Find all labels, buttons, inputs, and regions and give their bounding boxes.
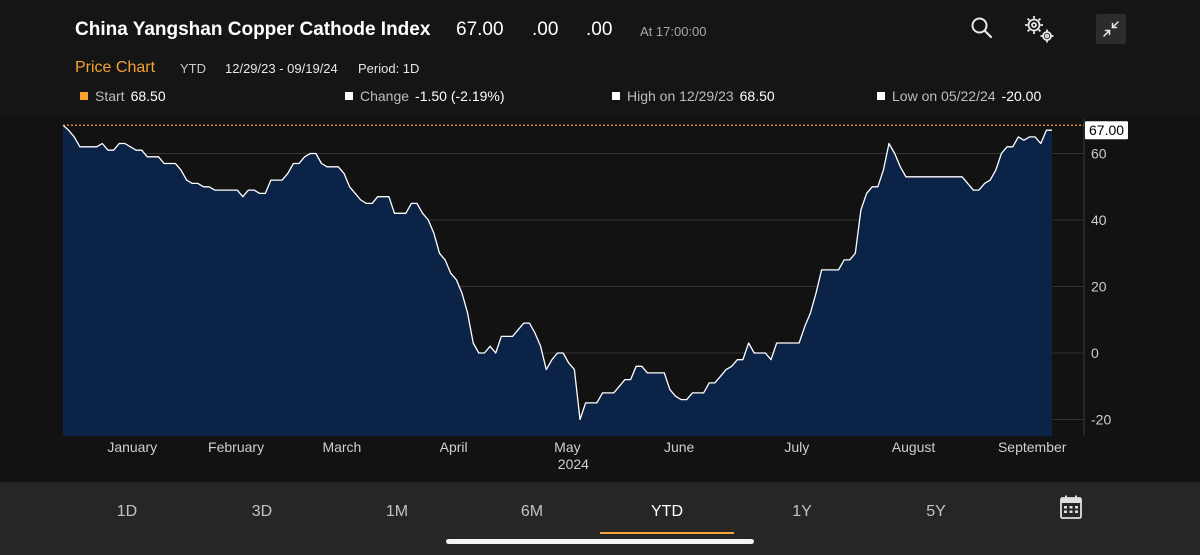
chart-subheader: Price Chart YTD 12/29/23 - 09/19/24 Peri…: [0, 58, 1200, 118]
net-change: .00: [532, 19, 559, 40]
last-value-label: 67.00: [1089, 122, 1124, 138]
stat-change-value: -1.50 (-2.19%): [415, 88, 505, 104]
x-month-label: March: [322, 439, 361, 455]
stat-start-label: Start: [95, 88, 125, 104]
stat-start-value: 68.50: [130, 88, 166, 104]
tab-3d[interactable]: 3D: [251, 503, 273, 520]
y-tick-label: 0: [1091, 345, 1099, 361]
percent-change: .00: [586, 19, 613, 40]
last-price: 67.00: [456, 19, 504, 40]
calendar-icon[interactable]: [1060, 495, 1082, 519]
change-legend-marker: [345, 92, 353, 100]
price-chart[interactable]: 60 40 20 0 -20 67.00 January February March April…: [0, 118, 1200, 482]
y-tick-label: 40: [1091, 212, 1107, 228]
x-month-label: April: [440, 439, 468, 455]
last-value-box: [1085, 121, 1128, 140]
tab-6m[interactable]: 6M: [520, 503, 544, 520]
date-range: 12/29/23 - 09/19/24: [225, 61, 338, 76]
tab-1y[interactable]: 1Y: [792, 503, 812, 520]
price-chart-svg[interactable]: 60 40 20 0 -20 67.00 January February March April…: [0, 118, 1200, 482]
price-area-fill: [63, 125, 1052, 436]
range-label: YTD: [180, 61, 206, 76]
stat-low-label: Low on 05/22/24: [892, 88, 996, 104]
x-month-label: September: [998, 439, 1067, 455]
stat-change: Change -1.50 (-2.19%): [345, 88, 505, 104]
tab-ytd[interactable]: YTD: [600, 496, 734, 534]
start-legend-marker: [80, 92, 88, 100]
high-legend-marker: [612, 92, 620, 100]
header-bar: China Yangshan Copper Cathode Index 67.0…: [0, 0, 1200, 58]
y-tick-label: 60: [1091, 146, 1107, 162]
x-month-label: June: [664, 439, 695, 455]
x-month-label: August: [892, 439, 936, 455]
gear-icon[interactable]: [1022, 14, 1056, 44]
as-of-time: At 17:00:00: [640, 24, 707, 39]
stat-low: Low on 05/22/24 -20.00: [877, 88, 1041, 104]
home-indicator: [446, 539, 754, 544]
tab-1d[interactable]: 1D: [116, 503, 138, 520]
tab-1m[interactable]: 1M: [385, 503, 409, 520]
price-chart-title: Price Chart: [75, 59, 156, 76]
stat-high: High on 12/29/23 68.50: [612, 88, 775, 104]
x-month-label: July: [784, 439, 809, 455]
search-icon[interactable]: [970, 16, 994, 40]
x-year-label: 2024: [558, 456, 589, 472]
collapse-icon[interactable]: [1096, 14, 1126, 44]
y-tick-label: -20: [1091, 412, 1111, 428]
period-label: Period: 1D: [358, 61, 420, 76]
stat-start: Start 68.50: [80, 88, 166, 104]
tab-5y[interactable]: 5Y: [926, 503, 946, 520]
range-tab-bar: 1D 3D 1M 6M YTD 1Y 5Y: [0, 482, 1200, 555]
security-title: China Yangshan Copper Cathode Index: [75, 19, 431, 40]
stat-high-label: High on 12/29/23: [627, 88, 734, 104]
stat-change-label: Change: [360, 88, 410, 104]
low-legend-marker: [877, 92, 885, 100]
price-line: [62, 124, 1052, 421]
stat-high-value: 68.50: [739, 88, 775, 104]
y-tick-label: 20: [1091, 279, 1107, 295]
stat-low-value: -20.00: [1001, 88, 1042, 104]
x-month-label: January: [107, 439, 157, 455]
x-month-label: February: [208, 439, 264, 455]
x-month-label: May: [554, 439, 580, 455]
